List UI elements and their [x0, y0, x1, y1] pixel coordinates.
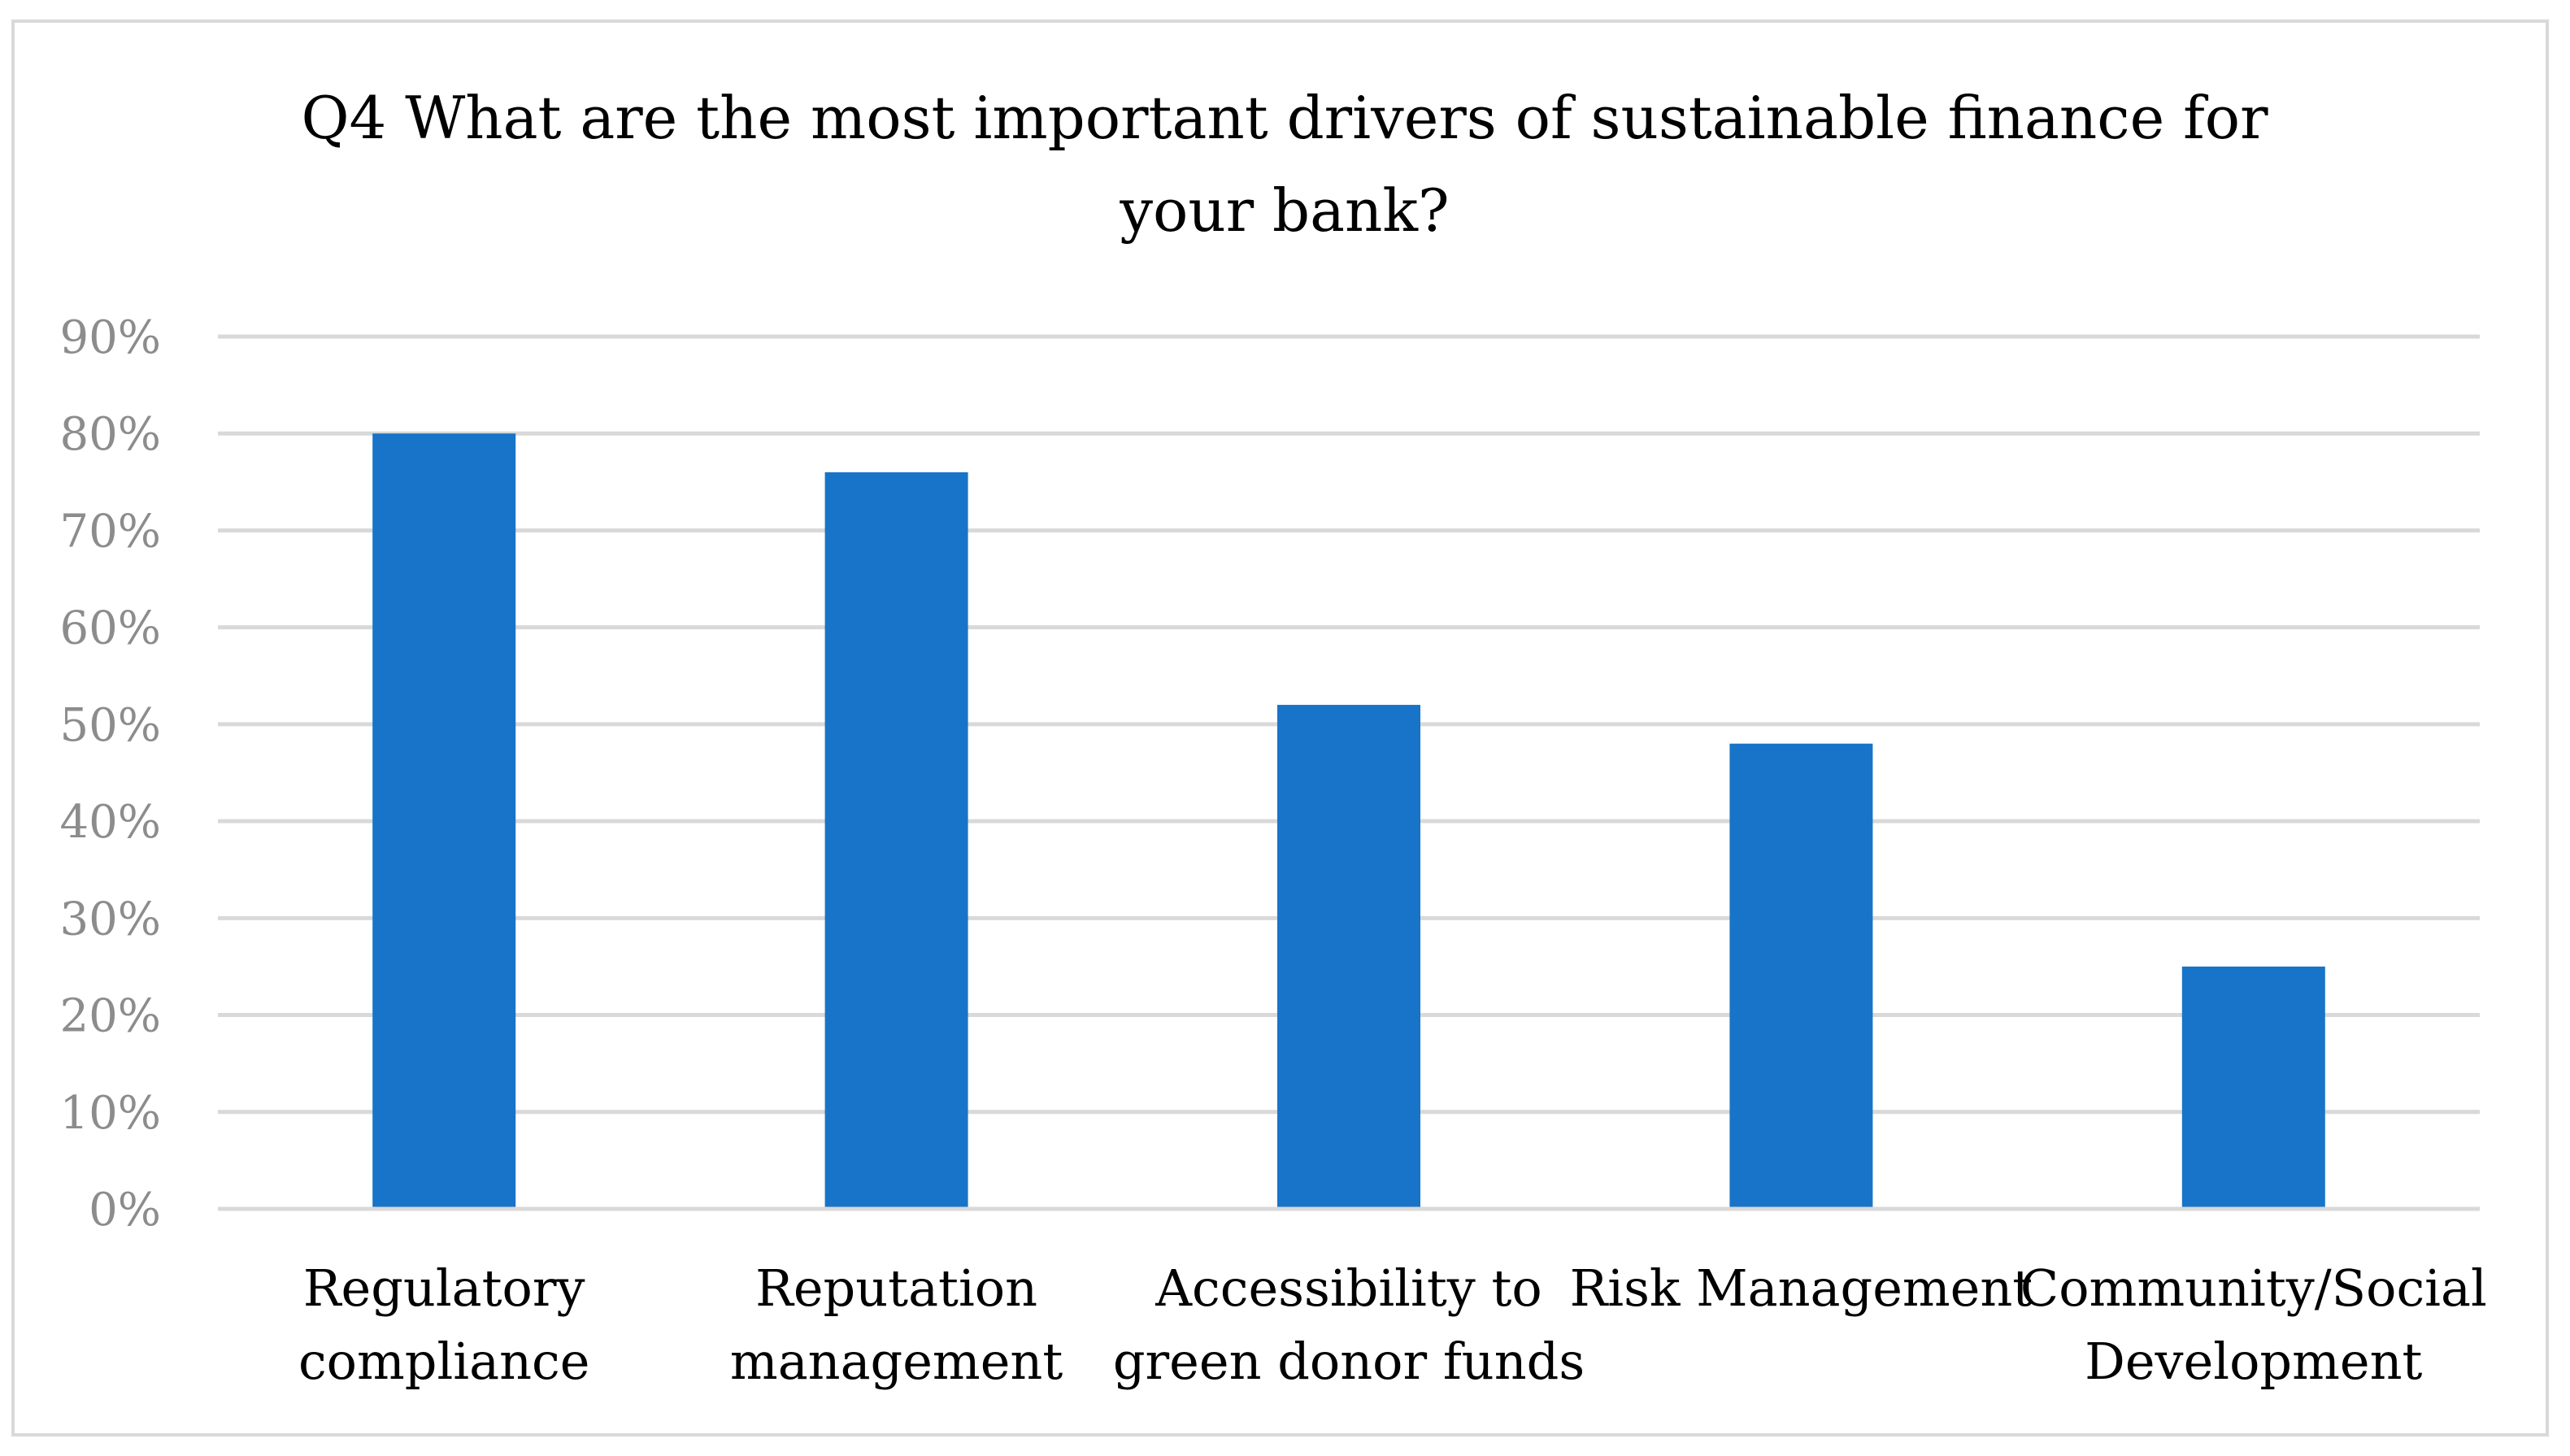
bar-2 [824, 472, 968, 1209]
y-tick-label-60: 60% [60, 602, 161, 655]
x-tick-label-5-line-2: Development [2085, 1332, 2422, 1391]
y-axis-ticks: 0% 10% 20% 30% 40% 50% 60% 70% 80% 90% [60, 311, 161, 1237]
y-tick-label-20: 20% [60, 990, 161, 1043]
y-tick-label-40: 40% [60, 796, 161, 849]
y-tick-label-10: 10% [60, 1087, 161, 1140]
y-tick-label-50: 50% [60, 699, 161, 752]
y-tick-label-90: 90% [60, 311, 161, 364]
x-tick-label-1-line-1: Regulatory [303, 1258, 585, 1318]
bar-5 [2181, 966, 2325, 1209]
x-axis-ticks: Regulatory compliance Reputation management… [298, 1258, 2487, 1391]
chart-title-line-2: your bank? [1119, 176, 1449, 245]
chart-title: Q4 What are the most important drivers o… [301, 84, 2268, 245]
y-tick-label-80: 80% [60, 408, 161, 461]
y-tick-label-0: 0% [89, 1184, 161, 1237]
y-tick-label-30: 30% [60, 893, 161, 945]
x-tick-label-2-line-2: management [730, 1332, 1063, 1391]
bar-3 [1277, 705, 1420, 1209]
x-tick-label-3-line-2: green donor funds [1113, 1332, 1585, 1391]
x-tick-label-1-line-2: compliance [298, 1332, 590, 1391]
y-tick-label-70: 70% [60, 505, 161, 558]
x-tick-label-5-line-1: Community/Social [2020, 1258, 2487, 1318]
x-tick-label-4-line-1: Risk Management [1570, 1258, 2033, 1318]
bars [218, 433, 2480, 1211]
chart-title-line-1: Q4 What are the most important drivers o… [301, 84, 2268, 152]
bar-4 [1729, 743, 1873, 1209]
x-tick-label-3-line-1: Accessibility to [1155, 1258, 1542, 1318]
bar-1 [372, 433, 516, 1209]
x-tick-label-2-line-1: Reputation [755, 1258, 1037, 1318]
